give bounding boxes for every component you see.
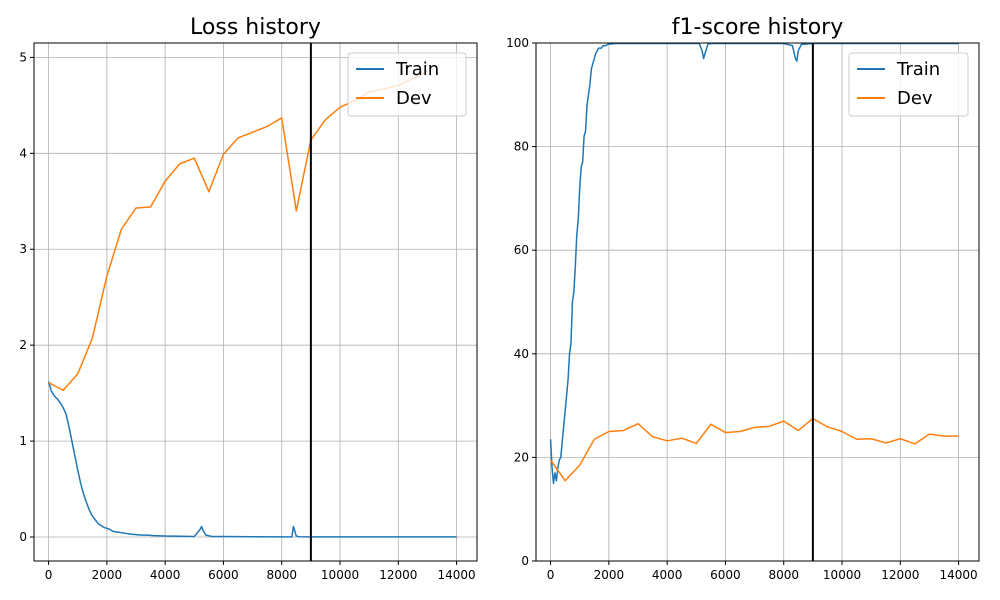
y-tick-label: 0 bbox=[521, 554, 529, 568]
y-tick-label: 40 bbox=[514, 347, 529, 361]
x-tick-label: 2000 bbox=[92, 568, 123, 582]
series-line-dev bbox=[48, 70, 428, 391]
y-tick-label: 100 bbox=[506, 36, 529, 50]
y-tick-label: 5 bbox=[19, 50, 27, 64]
chart-panel-1: 0 2000 4000 6000 8000 10000 12000 14000 0 1 2 3 4 5 Lo… bbox=[19, 15, 478, 582]
x-tick-label: 6000 bbox=[208, 568, 239, 582]
x-tick-label: 14000 bbox=[438, 568, 476, 582]
y-tick-label: 80 bbox=[514, 140, 529, 154]
series-line-train bbox=[47, 381, 457, 538]
legend-label-dev: Dev bbox=[897, 88, 933, 109]
y-tick-label: 4 bbox=[19, 146, 27, 160]
x-tick-label: 4000 bbox=[150, 568, 181, 582]
legend-label-dev: Dev bbox=[396, 88, 432, 109]
y-tick-label: 2 bbox=[19, 338, 27, 352]
legend: Train Dev bbox=[848, 52, 969, 117]
chart-panel-2: 0 2000 4000 6000 8000 10000 12000 14000 0 20 40 60 8… bbox=[506, 15, 980, 582]
x-tick-label: 12000 bbox=[379, 568, 417, 582]
x-tick-label: 10000 bbox=[321, 568, 359, 582]
x-tick-label: 4000 bbox=[652, 568, 683, 582]
plot-frame bbox=[33, 42, 478, 562]
x-tick-label: 8000 bbox=[266, 568, 297, 582]
x-tick-label: 6000 bbox=[710, 568, 741, 582]
chart-title: f1-score history bbox=[672, 15, 843, 40]
legend: Train Dev bbox=[347, 52, 467, 117]
x-tick-label: 0 bbox=[547, 568, 555, 582]
x-tick-label: 12000 bbox=[881, 568, 919, 582]
x-tick-label: 2000 bbox=[594, 568, 625, 582]
legend-label-train: Train bbox=[395, 59, 439, 80]
x-tick-label: 8000 bbox=[768, 568, 799, 582]
y-tick-label: 1 bbox=[19, 434, 27, 448]
x-tick-label: 14000 bbox=[940, 568, 978, 582]
y-tick-label: 60 bbox=[514, 243, 529, 257]
series-line-dev bbox=[549, 417, 959, 482]
y-tick-label: 20 bbox=[514, 450, 529, 464]
series-line-train bbox=[549, 43, 959, 485]
plot-frame bbox=[535, 42, 980, 562]
y-tick-label: 3 bbox=[19, 242, 27, 256]
y-tick-label: 0 bbox=[19, 530, 27, 544]
chart-title: Loss history bbox=[190, 15, 321, 40]
x-tick-label: 0 bbox=[45, 568, 53, 582]
legend-label-train: Train bbox=[896, 59, 940, 80]
x-tick-label: 10000 bbox=[823, 568, 861, 582]
